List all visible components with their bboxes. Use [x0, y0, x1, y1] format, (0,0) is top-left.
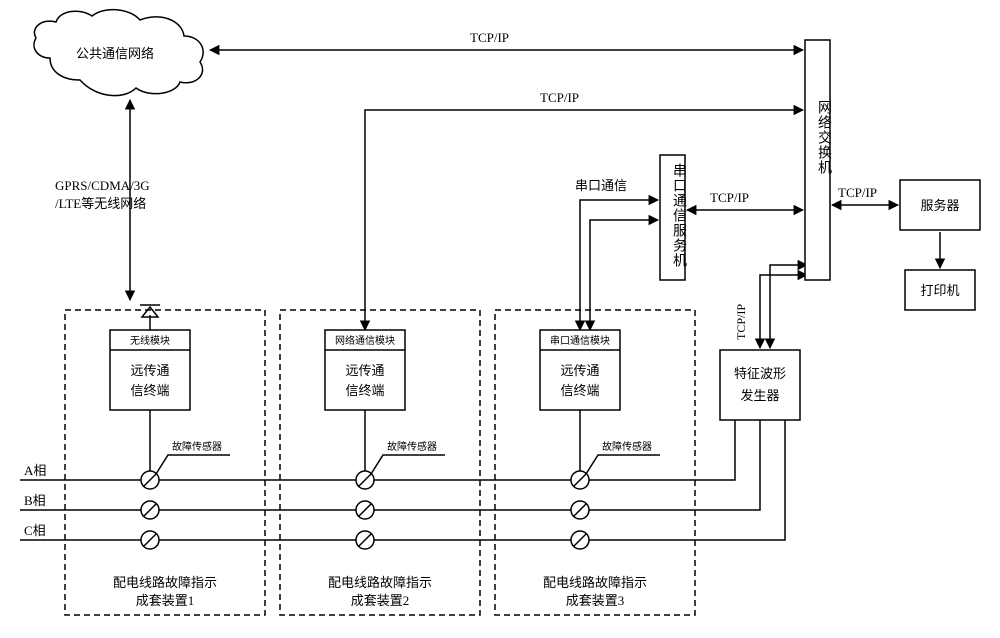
- device-group: 无线模块远传通信终端故障传感器配电线路故障指示成套装置1: [65, 305, 265, 615]
- term-label: 远传通: [130, 363, 169, 378]
- serial-server-label: 串口通信服务机: [671, 163, 687, 268]
- device-subtitle: 成套装置3: [566, 593, 625, 608]
- device-group: 网络通信模块远传通信终端故障传感器配电线路故障指示成套装置2: [280, 310, 480, 615]
- term-label: 信终端: [345, 383, 384, 398]
- device-subtitle: 成套装置2: [351, 593, 410, 608]
- link-dev3-serial-2: [590, 220, 658, 330]
- device-subtitle: 成套装置1: [136, 593, 195, 608]
- wavegen-label-1: 特征波形: [734, 366, 786, 381]
- device-title: 配电线路故障指示: [328, 575, 432, 590]
- term-top-label: 无线模块: [130, 334, 170, 347]
- sensor-label: 故障传感器: [602, 440, 652, 453]
- label-serial: 串口通信: [575, 178, 627, 193]
- wireless-label-2: /LTE等无线网络: [55, 196, 146, 211]
- cloud-label: 公共通信网络: [76, 46, 154, 61]
- wavegen-phase-link: [700, 420, 735, 480]
- wavegen-phase-link: [700, 420, 760, 510]
- sensor-label: 故障传感器: [387, 440, 437, 453]
- label-tcpip-serial: TCP/IP: [710, 190, 749, 205]
- phase-label: A相: [24, 463, 46, 478]
- phase-label: C相: [24, 523, 46, 538]
- label-tcpip2: TCP/IP: [540, 90, 579, 105]
- term-top-label: 网络通信模块: [335, 334, 395, 347]
- link-wavegen-switch-1: [770, 265, 807, 348]
- sensor-label: 故障传感器: [172, 440, 222, 453]
- term-label: 信终端: [560, 383, 599, 398]
- device-title: 配电线路故障指示: [113, 575, 217, 590]
- phase-label: B相: [24, 493, 46, 508]
- device-group: 串口通信模块远传通信终端故障传感器配电线路故障指示成套装置3: [495, 310, 695, 615]
- link-dev2-switch: [365, 110, 803, 330]
- wireless-label-1: GPRS/CDMA/3G: [55, 178, 150, 193]
- waveform-generator: [720, 350, 800, 420]
- term-label: 远传通: [560, 363, 599, 378]
- wavegen-label-2: 发生器: [740, 388, 779, 403]
- label-tcpip-top: TCP/IP: [470, 30, 509, 45]
- device-title: 配电线路故障指示: [543, 575, 647, 590]
- printer-label: 打印机: [920, 283, 959, 298]
- term-top-label: 串口通信模块: [550, 335, 610, 347]
- switch-label: 网络交换机: [816, 100, 832, 175]
- server-label: 服务器: [920, 198, 959, 213]
- term-label: 远传通: [345, 363, 384, 378]
- label-tcpip-wavegen: TCP/IP: [734, 304, 748, 340]
- label-tcpip-server: TCP/IP: [838, 185, 877, 200]
- term-label: 信终端: [130, 383, 169, 398]
- link-wavegen-switch-2: [760, 275, 807, 348]
